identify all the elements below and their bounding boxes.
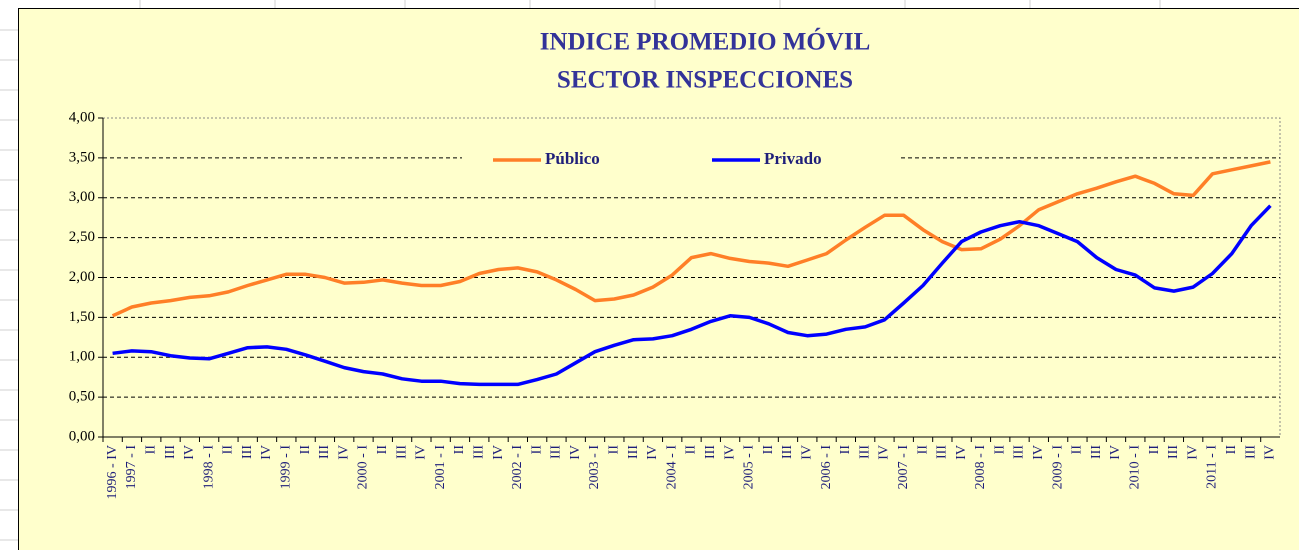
legend-label: Privado — [764, 149, 822, 168]
x-tick-label: IV — [259, 445, 274, 460]
x-tick-label: II — [1224, 445, 1239, 455]
x-tick-label: III — [1243, 445, 1258, 459]
chart-title: SECTOR INSPECCIONES — [557, 67, 853, 94]
x-tick-label: III — [1012, 445, 1027, 459]
x-tick-label: III — [1089, 445, 1104, 459]
sheet-grid — [0, 0, 1161, 541]
x-tick-label: 2011 - I — [1205, 445, 1220, 489]
x-tick-label: IV — [954, 445, 969, 460]
x-tick-label: III — [471, 445, 486, 459]
x-tick-label: III — [394, 445, 409, 459]
x-tick-label: 2008 - I — [973, 445, 988, 490]
x-tick-label: III — [626, 445, 641, 459]
x-tick-label: III — [240, 445, 255, 459]
chart-area — [18, 8, 1299, 550]
x-tick-label: IV — [1263, 445, 1278, 460]
x-tick-label: II — [298, 445, 313, 455]
legend-label: Público — [545, 149, 600, 168]
x-tick-label: III — [1166, 445, 1181, 459]
x-tick-label: II — [684, 445, 699, 455]
y-tick-label: 2,50 — [69, 229, 95, 245]
x-tick-label: 2009 - I — [1050, 445, 1065, 490]
x-tick-label: IV — [336, 445, 351, 460]
x-tick-label: 1997 - I — [124, 445, 139, 490]
x-tick-label: IV — [645, 445, 660, 460]
y-tick-label: 3,00 — [69, 189, 95, 205]
x-tick-label: IV — [491, 445, 506, 460]
y-tick-label: 4,00 — [69, 109, 95, 125]
y-tick-label: 3,50 — [69, 149, 95, 165]
x-tick-label: III — [317, 445, 332, 459]
x-tick-label: 2010 - I — [1128, 445, 1143, 490]
chart-title: INDICE PROMEDIO MÓVIL — [540, 28, 871, 56]
y-tick-label: 0,00 — [69, 428, 95, 444]
x-tick-label: IV — [568, 445, 583, 460]
x-tick-label: 1998 - I — [201, 445, 216, 490]
x-tick-label: II — [1070, 445, 1085, 455]
x-tick-label: 2001 - I — [433, 445, 448, 490]
x-tick-label: IV — [1108, 445, 1123, 460]
x-tick-label: II — [761, 445, 776, 455]
x-tick-label: IV — [1185, 445, 1200, 460]
x-tick-label: III — [780, 445, 795, 459]
y-tick-label: 2,00 — [69, 269, 95, 285]
x-tick-label: III — [857, 445, 872, 459]
x-tick-label: IV — [722, 445, 737, 460]
x-tick-label: 2004 - I — [664, 445, 679, 490]
x-tick-label: II — [529, 445, 544, 455]
x-tick-label: II — [143, 445, 158, 455]
x-tick-label: II — [838, 445, 853, 455]
x-tick-label: IV — [182, 445, 197, 460]
x-tick-label: 1999 - I — [279, 445, 294, 490]
x-tick-label: 2007 - I — [896, 445, 911, 490]
y-tick-label: 1,00 — [69, 349, 95, 365]
x-tick-label: IV — [877, 445, 892, 460]
x-tick-label: 1996 - IV — [105, 445, 120, 499]
x-tick-label: III — [549, 445, 564, 459]
x-tick-label: II — [992, 445, 1007, 455]
x-tick-label: III — [935, 445, 950, 459]
x-tick-label: IV — [1031, 445, 1046, 460]
x-tick-label: III — [703, 445, 718, 459]
x-tick-label: II — [221, 445, 236, 455]
x-tick-label: II — [375, 445, 390, 455]
series-line — [111, 160, 1271, 318]
x-tick-label: 2005 - I — [742, 445, 757, 490]
x-tick-label: IV — [799, 445, 814, 460]
x-tick-label: 2002 - I — [510, 445, 525, 490]
x-tick-label: IV — [414, 445, 429, 460]
x-tick-label: 2000 - I — [356, 445, 371, 490]
series-line — [112, 204, 1272, 387]
x-tick-label: II — [452, 445, 467, 455]
x-tick-label: 2003 - I — [587, 445, 602, 490]
x-tick-label: 2006 - I — [819, 445, 834, 490]
y-tick-label: 0,50 — [69, 389, 95, 405]
x-tick-label: II — [607, 445, 622, 455]
x-tick-label: III — [163, 445, 178, 459]
x-tick-label: II — [1147, 445, 1162, 455]
x-tick-label: II — [915, 445, 930, 455]
y-tick-label: 1,50 — [69, 309, 95, 325]
